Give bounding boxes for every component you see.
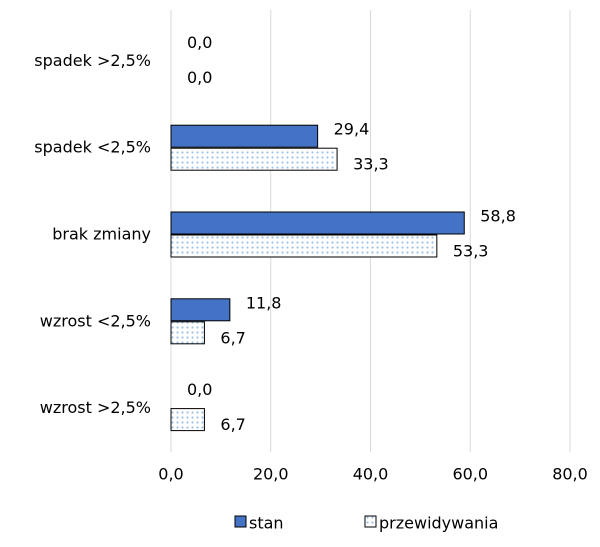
x-tick-label: 80,0	[552, 465, 588, 484]
x-tick-label: 20,0	[253, 465, 289, 484]
bar	[170, 211, 465, 235]
value-label: 53,3	[453, 242, 489, 261]
value-label: 0,0	[187, 33, 212, 52]
value-label: 33,3	[353, 155, 389, 174]
value-label: 6,7	[220, 328, 245, 347]
bar	[170, 234, 438, 258]
x-tick-label: 40,0	[353, 465, 389, 484]
legend-swatch	[364, 515, 377, 528]
bar	[170, 124, 319, 148]
y-tick-label: wzrost >2,5%	[40, 398, 151, 417]
value-label: 58,8	[480, 207, 516, 226]
y-tick-label: brak zmiany	[52, 225, 151, 244]
bar	[170, 298, 231, 322]
y-tick-label: spadek >2,5%	[34, 51, 151, 70]
bar	[170, 321, 205, 345]
value-label: 29,4	[334, 120, 370, 139]
legend-label: przewidywania	[379, 514, 498, 533]
x-tick-label: 0,0	[158, 465, 183, 484]
x-tick-label: 60,0	[452, 465, 488, 484]
value-label: 6,7	[220, 415, 245, 434]
bar	[170, 147, 338, 171]
value-label: 0,0	[187, 380, 212, 399]
bar	[170, 408, 205, 432]
legend-label: stan	[249, 514, 284, 533]
value-label: 0,0	[187, 68, 212, 87]
y-tick-label: wzrost <2,5%	[40, 311, 151, 330]
value-label: 11,8	[246, 293, 282, 312]
y-tick-label: spadek <2,5%	[34, 138, 151, 157]
legend-swatch	[234, 515, 247, 528]
